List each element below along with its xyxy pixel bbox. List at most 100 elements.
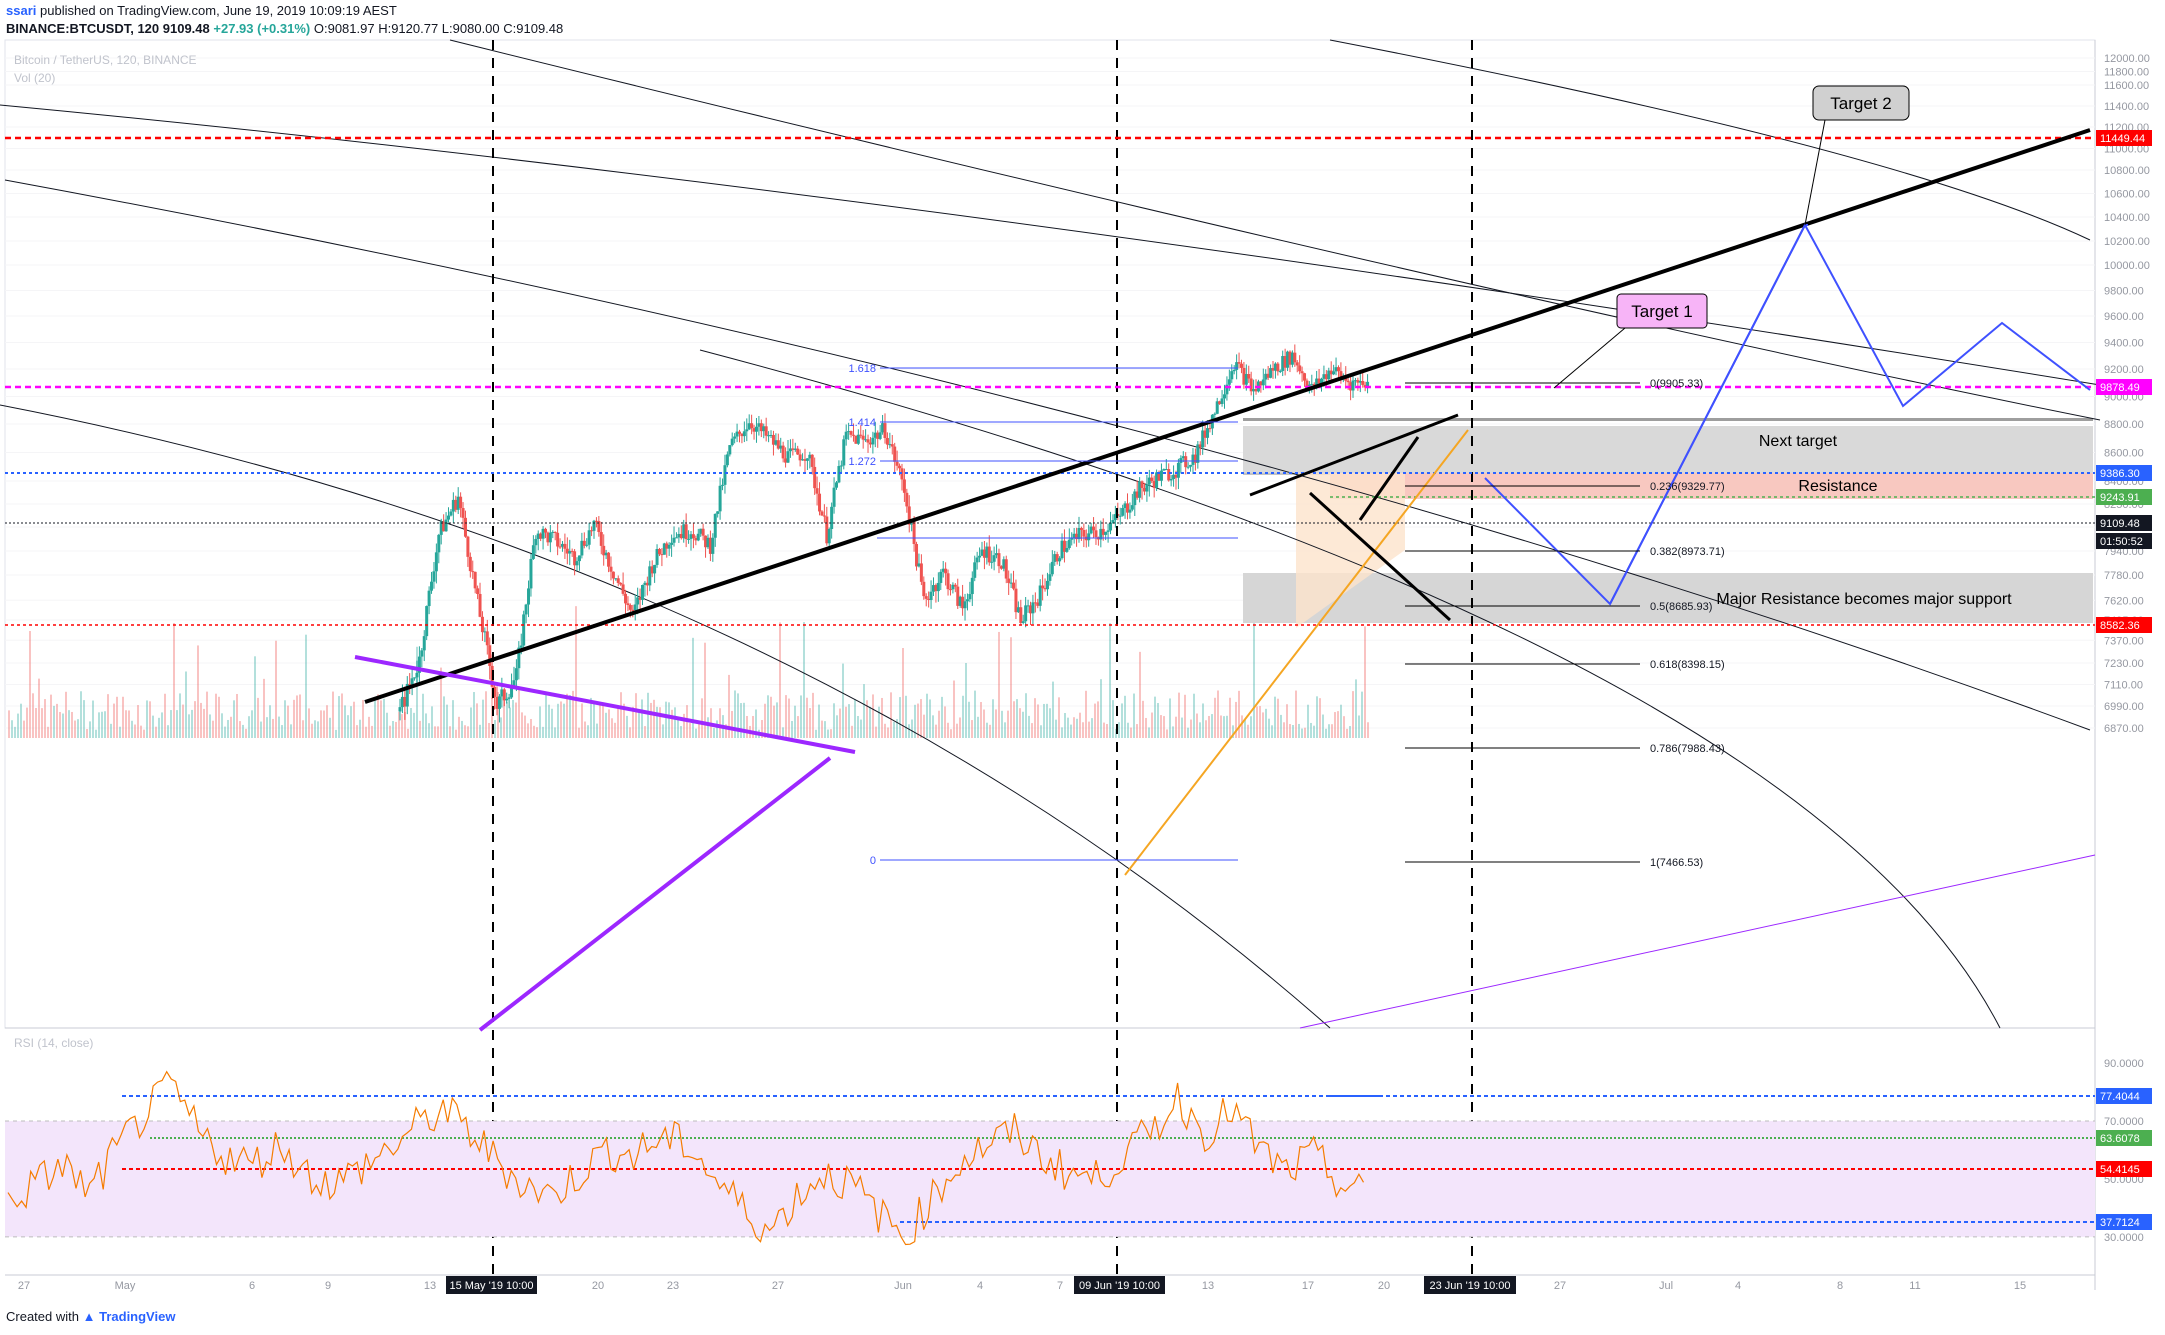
volume-bar	[776, 702, 778, 738]
volume-bar	[272, 718, 274, 738]
candle-body	[825, 516, 829, 544]
x-highlight-label: 15 May '19 10:00	[449, 1280, 533, 1292]
volume-bar	[1151, 712, 1153, 738]
candle-body	[735, 431, 739, 437]
up-scenario-line	[1358, 436, 1420, 521]
volume-bar	[815, 729, 817, 738]
candle-body	[657, 548, 661, 555]
candle-body	[999, 566, 1003, 569]
volume-bar	[1217, 690, 1219, 738]
volume-bar	[278, 716, 280, 738]
pattern-zone	[1296, 473, 1405, 628]
candle-body	[1215, 401, 1219, 414]
candle-body	[934, 585, 938, 592]
candle-body	[832, 487, 836, 507]
x-highlight-bg	[1424, 1276, 1516, 1294]
candle-body	[667, 544, 671, 549]
candle-body	[405, 683, 409, 707]
volume-bar	[1247, 724, 1249, 738]
candle-body	[1339, 371, 1343, 377]
volume-bar	[359, 719, 361, 738]
fib-left-label: 1.414	[848, 417, 876, 429]
volume-bar	[428, 723, 430, 738]
ticker-info: BINANCE:BTCUSDT, 120 9109.48 +27.93 (+0.…	[6, 21, 563, 36]
volume-bar	[50, 694, 52, 738]
rsi-label: 54.4145	[2100, 1164, 2140, 1176]
candle-body	[1060, 540, 1064, 559]
candle-body	[716, 511, 720, 514]
tradingview-brand[interactable]: TradingView	[99, 1309, 176, 1324]
candle-body	[1106, 530, 1110, 532]
volume-bar	[1130, 727, 1132, 738]
candle-body	[1336, 367, 1340, 372]
volume-bar	[8, 710, 10, 738]
volume-bar	[281, 725, 283, 738]
candle-body	[738, 431, 741, 434]
y-tick-label: 11600.00	[2104, 80, 2149, 92]
x-tick-label: 4	[1735, 1280, 1741, 1292]
candle-body	[434, 552, 438, 572]
volume-bar	[485, 691, 487, 738]
candle-body	[1206, 428, 1210, 438]
volume-bar	[761, 720, 763, 738]
candle-body	[864, 439, 868, 441]
candle-body	[1220, 398, 1224, 404]
candle-body	[1184, 456, 1188, 468]
volume-bar	[110, 723, 112, 738]
volume-bar	[1052, 681, 1054, 738]
price-label-bg	[2096, 617, 2152, 633]
purple-trendline	[1299, 854, 2096, 1029]
x-tick-label: May	[115, 1280, 136, 1292]
volume-bar	[731, 710, 733, 738]
candle-body	[575, 561, 579, 566]
volume-bar	[860, 719, 862, 738]
candle-body	[883, 423, 887, 439]
candle-body	[701, 528, 705, 536]
volume-bar	[326, 705, 328, 738]
volume-bar	[1145, 717, 1147, 738]
fib-arc	[1329, 39, 2091, 241]
volume-bar	[1277, 698, 1279, 738]
volume-bar	[1322, 714, 1324, 738]
volume-bar	[236, 693, 238, 738]
candle-body	[1053, 554, 1057, 562]
candle-body	[1104, 531, 1108, 535]
candle-body	[798, 454, 802, 461]
next-target-line	[1243, 418, 2093, 421]
volume-bar	[1163, 716, 1165, 738]
candle-body	[616, 578, 620, 583]
candle-body	[689, 534, 693, 539]
volume-bar	[644, 726, 646, 738]
footer: Created with ▲ TradingView	[6, 1309, 175, 1324]
volume-bar	[188, 714, 190, 738]
volume-bar	[107, 694, 109, 738]
candle-body	[844, 431, 848, 440]
author-name[interactable]: ssari	[6, 3, 37, 18]
volume-bar	[323, 710, 325, 738]
candle-body	[1033, 602, 1037, 604]
volume-bar	[515, 702, 517, 738]
volume-bar	[1349, 726, 1351, 738]
volume-bar	[941, 696, 943, 738]
volume-bar	[902, 648, 904, 738]
candle-body	[672, 537, 676, 543]
rsi-label-bg	[2096, 1214, 2152, 1230]
target2-pointer	[1804, 119, 1826, 226]
volume-bar	[392, 721, 394, 738]
volume-bar	[338, 696, 340, 738]
volume-bar	[1280, 714, 1282, 738]
candle-body	[560, 543, 564, 547]
fib-arc	[4, 179, 2091, 731]
candle-body	[662, 543, 666, 555]
volume-bar	[773, 705, 775, 738]
candle-body	[1126, 503, 1129, 513]
volume-bar	[1190, 719, 1192, 738]
candle-body	[594, 520, 598, 522]
volume-bar	[245, 728, 247, 738]
candle-body	[410, 678, 414, 685]
volume-bar	[620, 692, 622, 738]
candle-body	[699, 528, 703, 534]
candle-body	[1271, 368, 1275, 371]
candle-body	[898, 465, 902, 469]
